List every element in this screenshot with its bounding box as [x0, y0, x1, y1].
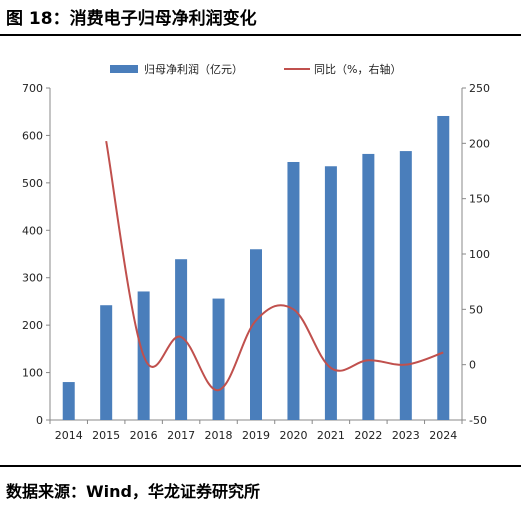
title-rule [0, 34, 521, 36]
y-left-tick-label: 400 [22, 224, 43, 237]
yoy-point-2019 [255, 319, 258, 322]
yoy-point-2021 [329, 366, 332, 369]
y-left-tick-label: 0 [36, 414, 43, 427]
x-tick-label: 2021 [317, 429, 345, 442]
yoy-point-2015 [105, 140, 108, 143]
x-tick-label: 2018 [205, 429, 233, 442]
x-tick-label: 2023 [392, 429, 420, 442]
source-rule [0, 465, 521, 467]
yoy-point-2023 [404, 363, 407, 366]
y-right-tick-label: 200 [469, 137, 490, 150]
x-tick-label: 2019 [242, 429, 270, 442]
yoy-point-2022 [367, 359, 370, 362]
y-left-tick-label: 300 [22, 272, 43, 285]
y-right-tick-label: 150 [469, 193, 490, 206]
y-right-tick-label: 100 [469, 248, 490, 261]
x-tick-label: 2020 [279, 429, 307, 442]
bar-2021 [324, 166, 337, 420]
x-tick-label: 2015 [92, 429, 120, 442]
legend-label-profit: 归母净利润（亿元） [144, 62, 243, 76]
bar-2014 [62, 382, 75, 420]
yoy-point-2017 [180, 336, 183, 339]
source-note: 数据来源：Wind，华龙证券研究所 [6, 482, 260, 501]
y-left-tick-label: 100 [22, 367, 43, 380]
y-left-tick-label: 700 [22, 82, 43, 95]
bar-2020 [287, 161, 300, 420]
chart: 归母净利润（亿元） 同比（%，右轴） 0100200300400500600700… [22, 62, 490, 442]
figure-title: 图 18：消费电子归母净利润变化 [6, 9, 257, 29]
bar-2019 [250, 249, 262, 420]
legend-label-yoy: 同比（%，右轴） [314, 62, 401, 76]
yoy-point-2018 [217, 389, 220, 392]
bar-2017 [175, 259, 188, 420]
bar-2018 [212, 298, 225, 420]
x-tick-label: 2017 [167, 429, 195, 442]
line-series [105, 140, 445, 392]
yoy-line [105, 140, 444, 392]
y-left-tick-label: 200 [22, 319, 43, 332]
legend-swatch-profit [110, 65, 138, 73]
bar-2022 [362, 153, 375, 420]
y-right-tick-label: 0 [469, 359, 476, 372]
yoy-point-2016 [142, 354, 145, 357]
yoy-point-2020 [292, 308, 295, 311]
x-tick-label: 2022 [354, 429, 382, 442]
bar-series [62, 115, 450, 421]
y-right-tick-label: 50 [469, 303, 483, 316]
tick-labels: 0 100 200 300 400 500 600 700 -50 0 50 100 150 200 250… [22, 82, 490, 442]
bar-2024 [437, 115, 450, 421]
yoy-point-2024 [442, 351, 445, 354]
bar-2023 [399, 151, 412, 420]
x-tick-label: 2024 [429, 429, 457, 442]
y-left-tick-label: 500 [22, 177, 43, 190]
y-right-tick-label: 250 [469, 82, 490, 95]
y-left-tick-label: 600 [22, 129, 43, 142]
bar-2015 [100, 305, 113, 420]
y-right-tick-label: -50 [469, 414, 487, 427]
x-tick-label: 2016 [130, 429, 158, 442]
legend: 归母净利润（亿元） 同比（%，右轴） [110, 62, 401, 76]
x-tick-label: 2014 [55, 429, 83, 442]
